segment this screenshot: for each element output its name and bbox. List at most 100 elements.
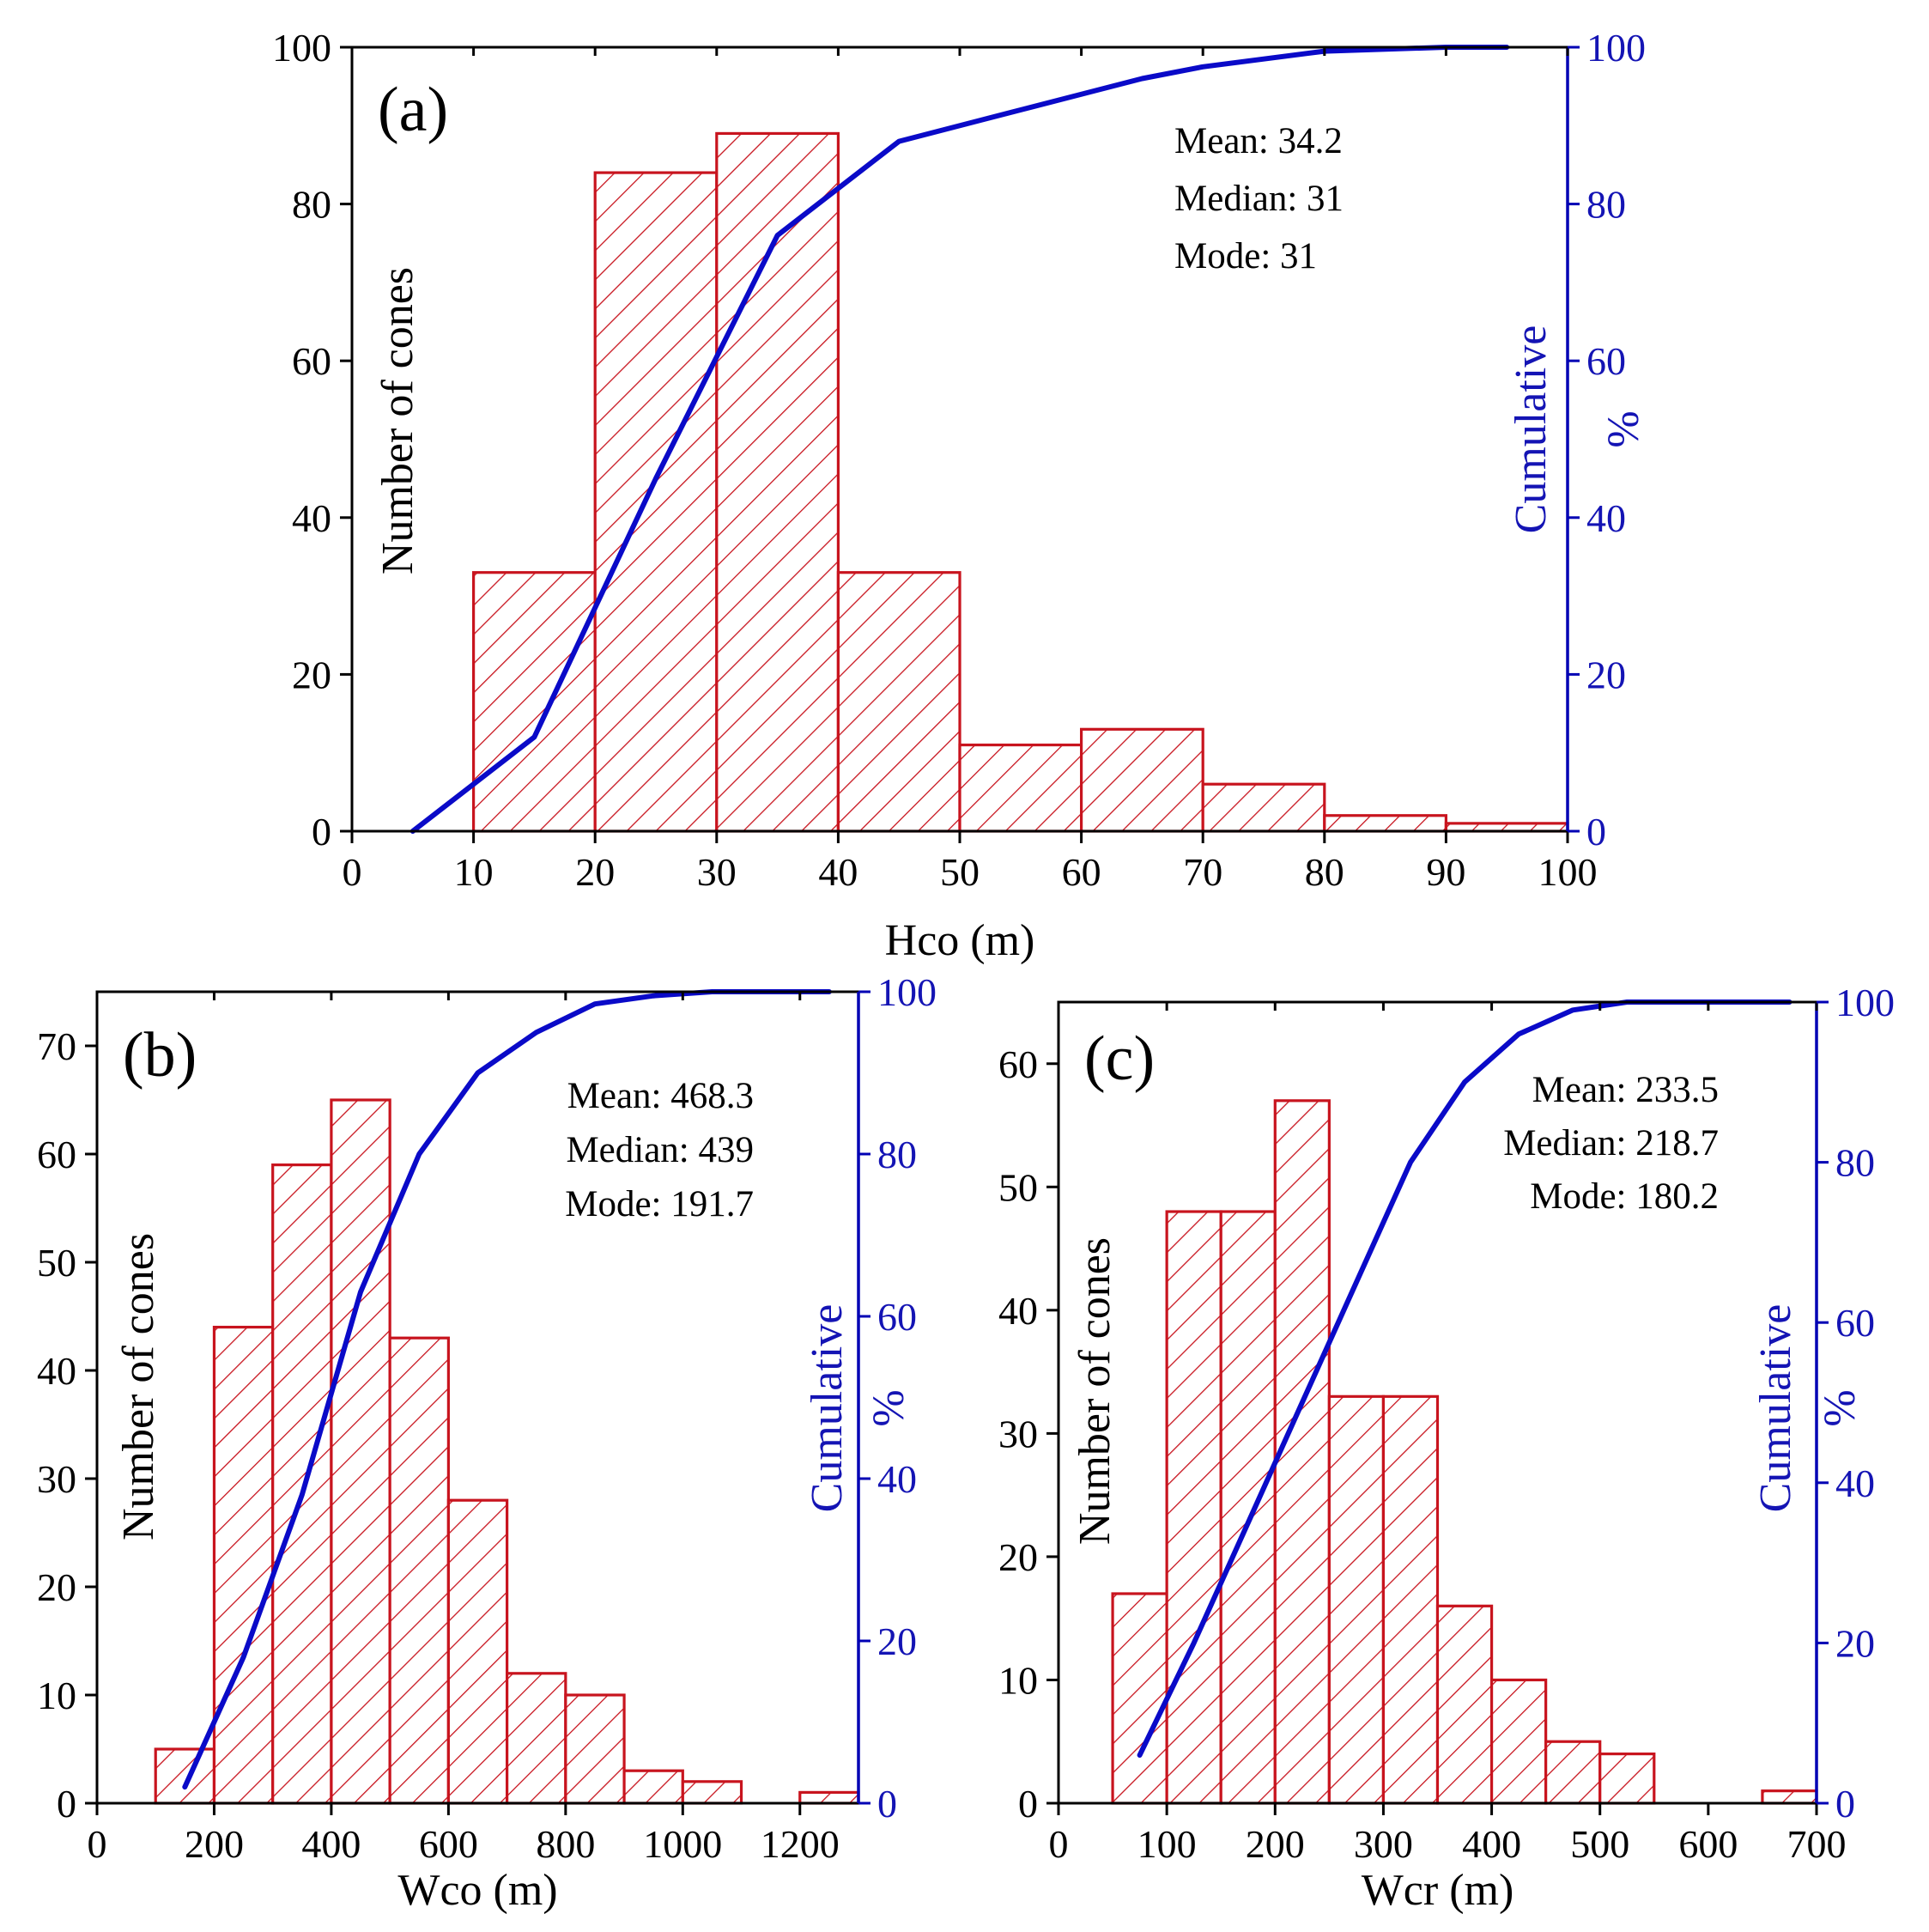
histogram-bar (798, 1790, 860, 1805)
y2-tick-label: 80 (1835, 1141, 1875, 1185)
ticks-group: 0 100 200 300 400 500 600 700010203040506002040… (998, 981, 1895, 1866)
y2-tick-label: 20 (1835, 1621, 1875, 1665)
y2-tick-label: 0 (1835, 1782, 1855, 1826)
histogram-bar (715, 131, 840, 833)
x-tick-label: 800 (536, 1822, 595, 1866)
y2-tick-label: 100 (1835, 981, 1895, 1024)
x-axis-title: Wco (m) (397, 1866, 557, 1915)
bars-group (154, 1098, 860, 1805)
histogram-bar (330, 1098, 391, 1805)
x-tick-label: 30 (697, 850, 737, 894)
histogram-bar (1544, 1740, 1602, 1805)
histogram-bar (506, 1672, 567, 1805)
histogram-bar (154, 1747, 216, 1805)
x-tick-label: 90 (1426, 850, 1465, 894)
stat-mode: Mode: 31 (1174, 236, 1317, 276)
x-tick-label: 500 (1570, 1822, 1629, 1866)
x-tick-label: 200 (185, 1822, 244, 1866)
histogram-bar (271, 1163, 333, 1805)
x-tick-label: 0 (343, 850, 362, 894)
x-tick-label: 40 (818, 850, 858, 894)
histogram-bar (1327, 1394, 1386, 1805)
histogram-bar (1219, 1210, 1277, 1805)
panel-label: (a) (378, 75, 448, 145)
y2-axis-title: Cumulative (1507, 325, 1556, 534)
y-axis-title: Number of cones (1071, 1237, 1119, 1545)
histogram-bar (1598, 1752, 1656, 1805)
y2-tick-label: 60 (877, 1295, 917, 1339)
bars-group (471, 131, 1569, 833)
y-tick-label: 100 (272, 26, 331, 70)
y-tick-label: 20 (37, 1565, 76, 1609)
x-tick-label: 10 (454, 850, 494, 894)
stat-mean: Mean: 233.5 (1532, 1070, 1719, 1110)
histogram-bar (1323, 814, 1448, 833)
y-tick-label: 0 (57, 1782, 76, 1826)
x-tick-label: 0 (88, 1822, 107, 1866)
histogram-bar (622, 1769, 684, 1805)
histogram-bar (1761, 1789, 1818, 1805)
histogram-bar (593, 171, 719, 833)
x-tick-label: 300 (1354, 1822, 1413, 1866)
x-tick-label: 50 (940, 850, 980, 894)
y-tick-label: 50 (998, 1165, 1038, 1209)
y-tick-label: 10 (998, 1658, 1038, 1702)
x-axis-title: Hco (m) (885, 916, 1035, 965)
x-tick-label: 1000 (643, 1822, 722, 1866)
stat-mean: Mean: 34.2 (1174, 121, 1343, 161)
y-tick-label: 60 (998, 1042, 1038, 1086)
y2-tick-label: 80 (1586, 183, 1626, 227)
x-tick-label: 700 (1787, 1822, 1847, 1866)
histogram-bar (1489, 1678, 1548, 1805)
histogram-bar (681, 1780, 743, 1805)
histogram-bar (564, 1693, 626, 1805)
histogram-bar (1165, 1210, 1222, 1805)
x-tick-label: 400 (1462, 1822, 1521, 1866)
y-tick-label: 40 (292, 496, 331, 540)
y2-tick-label: 40 (1835, 1461, 1875, 1505)
x-tick-label: 70 (1183, 850, 1222, 894)
panel-label: (b) (123, 1020, 197, 1091)
cumulative-line (409, 45, 1510, 834)
bars-group (1111, 1099, 1818, 1805)
histogram-bar (1273, 1099, 1331, 1805)
y2-axis-unit: % (1599, 410, 1648, 447)
x-tick-label: 60 (1062, 850, 1101, 894)
y-tick-label: 10 (37, 1674, 76, 1717)
ticks-group: 0 200 400 600 800 1000 1200 0 10 20 30 40 50 60 70 0 20 4… (37, 970, 937, 1866)
y2-tick-label: 20 (877, 1619, 917, 1663)
histogram-bar (388, 1336, 450, 1805)
y-tick-label: 50 (37, 1241, 76, 1285)
x-tick-label: 20 (575, 850, 615, 894)
y-tick-label: 70 (37, 1024, 76, 1068)
x-tick-label: 100 (1137, 1822, 1197, 1866)
x-tick-label: 0 (1049, 1822, 1069, 1866)
histogram-bar (958, 743, 1083, 833)
ticks-group: 0 10 20 30 40 50 60 70 80 90 100020406080100020406… (272, 26, 1646, 894)
y-axis-title: Number of cones (373, 267, 422, 574)
y2-tick-label: 0 (877, 1782, 897, 1826)
histogram-bar (212, 1325, 275, 1805)
y2-axis-unit: % (1816, 1389, 1865, 1426)
y2-tick-label: 40 (1586, 496, 1626, 540)
x-tick-label: 600 (1678, 1822, 1738, 1866)
x-tick-label: 200 (1246, 1822, 1305, 1866)
y2-tick-label: 0 (1586, 810, 1606, 854)
y-tick-label: 40 (998, 1289, 1038, 1333)
panel-label: (c) (1084, 1024, 1155, 1094)
stat-median: Median: 218.7 (1503, 1123, 1719, 1163)
y-tick-label: 20 (998, 1535, 1038, 1579)
x-tick-label: 100 (1538, 850, 1598, 894)
y-tick-label: 30 (37, 1457, 76, 1501)
y-tick-label: 0 (1018, 1782, 1038, 1826)
y2-tick-label: 40 (877, 1457, 917, 1501)
stat-mode: Mode: 180.2 (1530, 1176, 1719, 1217)
y-axis-title: Number of cones (114, 1233, 163, 1540)
panel-b: 0 200 400 600 800 1000 1200 0 10 20 30 40 50 60 70 0 20 4… (37, 970, 937, 1915)
x-tick-label: 1200 (761, 1822, 840, 1866)
histogram-bar (1435, 1604, 1494, 1805)
y2-tick-label: 100 (1586, 26, 1646, 70)
histogram-bar (836, 571, 961, 833)
x-axis-title: Wcr (m) (1362, 1866, 1514, 1915)
